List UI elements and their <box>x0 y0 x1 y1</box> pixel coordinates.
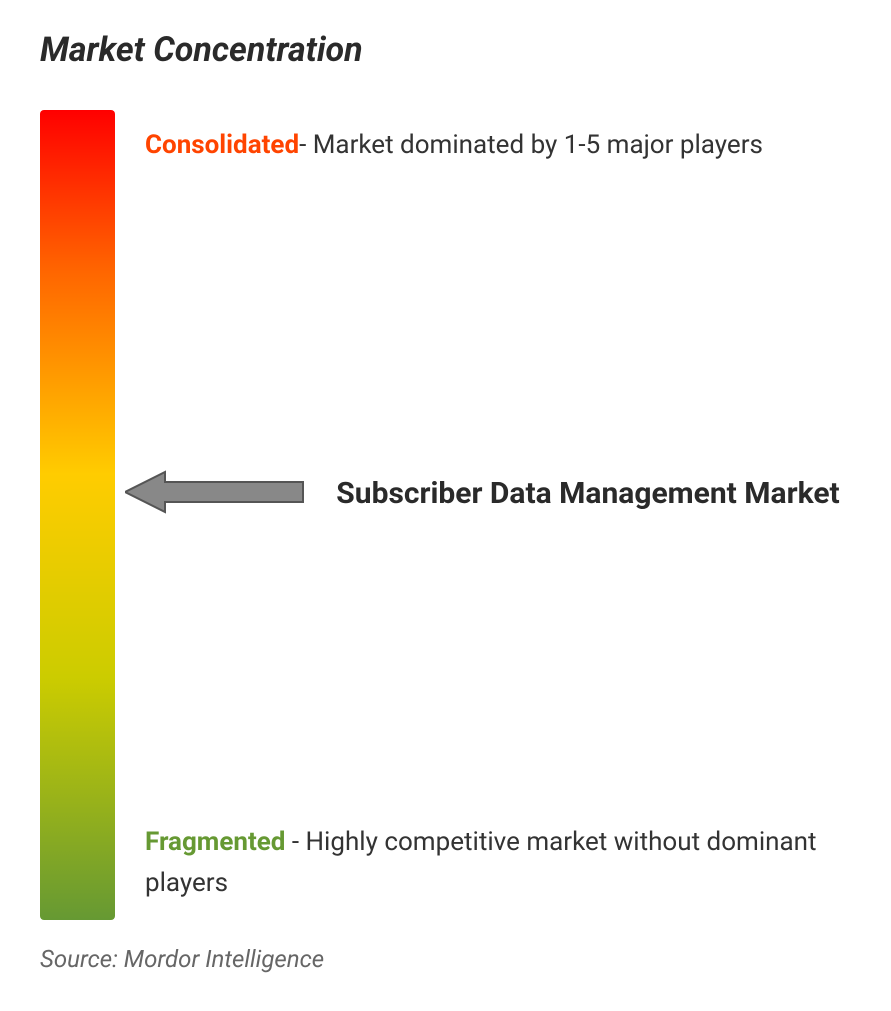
market-pointer-section: Subscriber Data Management Market <box>125 470 851 518</box>
source-attribution: Source: Mordor Intelligence <box>40 945 851 973</box>
consolidated-description: - Market dominated by 1-5 major players <box>299 130 763 160</box>
right-content: Consolidated- Market dominated by 1-5 ma… <box>145 110 851 920</box>
content-row: Consolidated- Market dominated by 1-5 ma… <box>40 110 851 920</box>
fragmented-highlight: Fragmented <box>145 827 285 857</box>
fragmented-label: Fragmented - Highly competitive market w… <box>145 822 851 905</box>
chart-title: Market Concentration <box>40 30 851 70</box>
arrow-container <box>125 470 305 518</box>
left-arrow-icon <box>125 470 305 514</box>
concentration-gradient-bar <box>40 110 115 920</box>
market-name-label: Subscriber Data Management Market <box>325 473 851 515</box>
consolidated-highlight: Consolidated <box>145 130 299 160</box>
consolidated-label: Consolidated- Market dominated by 1-5 ma… <box>145 125 851 167</box>
